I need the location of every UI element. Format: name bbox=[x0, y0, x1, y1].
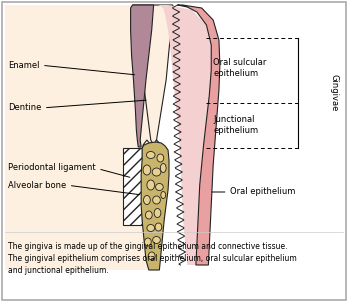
Text: Periodontal ligament: Periodontal ligament bbox=[8, 163, 130, 177]
Ellipse shape bbox=[153, 236, 160, 243]
Ellipse shape bbox=[156, 184, 163, 191]
Polygon shape bbox=[142, 140, 161, 225]
Ellipse shape bbox=[144, 238, 151, 246]
Bar bbox=[5, 5, 336, 270]
Ellipse shape bbox=[147, 180, 155, 190]
Text: The gingiva is made up of the gingival epithelium and connective tissue.
The gin: The gingiva is made up of the gingival e… bbox=[8, 242, 296, 275]
Polygon shape bbox=[159, 5, 211, 265]
Polygon shape bbox=[178, 5, 220, 265]
Polygon shape bbox=[131, 5, 153, 147]
Polygon shape bbox=[5, 5, 153, 270]
Ellipse shape bbox=[157, 154, 164, 162]
Text: Junctional
epithelium: Junctional epithelium bbox=[213, 115, 258, 135]
Text: Alveolar bone: Alveolar bone bbox=[8, 181, 139, 194]
Text: Dentine: Dentine bbox=[8, 100, 146, 113]
Ellipse shape bbox=[154, 208, 161, 217]
Ellipse shape bbox=[147, 224, 155, 232]
Ellipse shape bbox=[152, 168, 161, 176]
Ellipse shape bbox=[146, 211, 152, 219]
Polygon shape bbox=[132, 5, 173, 145]
Ellipse shape bbox=[148, 252, 155, 260]
Ellipse shape bbox=[153, 196, 160, 204]
Ellipse shape bbox=[161, 191, 166, 198]
Text: Gingivae: Gingivae bbox=[330, 74, 339, 112]
Ellipse shape bbox=[147, 152, 155, 159]
Text: Oral epithelium: Oral epithelium bbox=[212, 188, 296, 197]
Ellipse shape bbox=[143, 165, 151, 175]
Polygon shape bbox=[141, 142, 169, 270]
Text: Oral sulcular
epithelium: Oral sulcular epithelium bbox=[213, 58, 266, 78]
Polygon shape bbox=[123, 148, 142, 225]
Ellipse shape bbox=[160, 163, 166, 172]
Text: Enamel: Enamel bbox=[8, 60, 135, 75]
Ellipse shape bbox=[155, 223, 162, 231]
Ellipse shape bbox=[144, 195, 150, 204]
